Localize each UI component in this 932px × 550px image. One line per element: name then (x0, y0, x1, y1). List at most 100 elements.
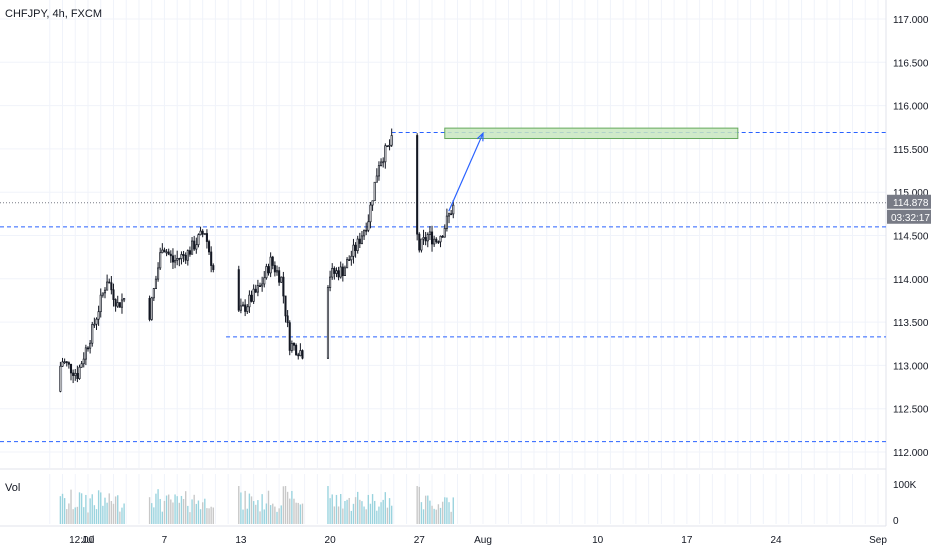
candle-body (116, 302, 119, 307)
volume-bar (386, 507, 389, 524)
volume-bar (289, 498, 291, 524)
volume-bar (272, 503, 274, 524)
candle-body (280, 276, 283, 283)
volume-bar (242, 509, 244, 524)
volume-bar (178, 502, 181, 524)
volume-bar (444, 497, 446, 524)
volume-bar (367, 494, 370, 524)
y-tick-label: 112.500 (893, 405, 929, 416)
candle-body (182, 254, 185, 256)
volume-bar (350, 510, 353, 524)
candle-body (443, 228, 446, 238)
volume-bar (340, 493, 342, 524)
candle-body (278, 270, 281, 283)
volume-bar (278, 508, 280, 524)
candle-body (358, 238, 361, 244)
candle-body (91, 324, 94, 344)
volume-bar (170, 499, 172, 524)
candle-body (193, 240, 196, 250)
volume-bar (163, 500, 166, 524)
candle-body (171, 255, 174, 263)
candle-body (428, 231, 431, 235)
volume-bar (195, 503, 197, 524)
volume-bar (276, 511, 278, 524)
candle-body (416, 135, 419, 235)
candle-body (76, 372, 79, 379)
volume-bar (189, 512, 191, 524)
volume-bar (259, 511, 261, 524)
candle-body (363, 229, 366, 237)
candle-body (78, 366, 81, 379)
volume-bar (100, 492, 102, 524)
volume-bar (123, 503, 125, 524)
volume-label: Vol (5, 482, 21, 494)
candle-body (74, 372, 77, 376)
candle-body (203, 233, 206, 235)
volume-bar (344, 500, 346, 524)
volume-bar (63, 498, 66, 524)
candle-body (61, 361, 64, 367)
volume-bar (197, 500, 200, 524)
candle-body (437, 241, 440, 244)
volume-bar (265, 503, 268, 524)
candle-body (65, 361, 68, 364)
x-tick-label: 7 (162, 535, 168, 546)
volume-bar (204, 498, 206, 524)
candle-body (339, 266, 342, 278)
candle-body (382, 161, 385, 164)
candle-body (191, 240, 194, 255)
volume-bar (117, 495, 119, 524)
volume-axis-label: 0 (893, 516, 899, 527)
volume-bar (418, 486, 420, 524)
volume-bar (180, 495, 183, 524)
candle-body (112, 289, 115, 300)
candle-body (273, 265, 276, 273)
volume-bar (114, 496, 117, 524)
y-tick-label: 116.500 (893, 58, 929, 69)
volume-bar (250, 496, 253, 524)
volume-bar (357, 491, 359, 524)
volume-bar (159, 498, 161, 524)
volume-bar (376, 510, 378, 524)
candle-body (269, 256, 272, 274)
candle-body (154, 278, 157, 289)
volume-bar (151, 503, 153, 524)
candle-body (352, 244, 355, 257)
volume-bar (182, 498, 185, 524)
volume-bar (301, 503, 304, 524)
y-tick-label: 116.000 (893, 102, 929, 113)
candle-body (356, 238, 359, 251)
volume-bar (416, 486, 418, 524)
volume-bar (238, 486, 240, 524)
candle-body (386, 145, 389, 148)
x-tick-label: Jul (82, 535, 95, 546)
candle-body (254, 288, 257, 293)
candle-body (84, 347, 87, 360)
candle-body (188, 250, 191, 255)
candle-body (337, 270, 340, 278)
volume-bar (89, 498, 91, 524)
volume-bar (210, 506, 212, 524)
current-price-label: 114.878 (893, 198, 929, 209)
volume-bar (452, 497, 454, 524)
y-tick-label: 115.000 (893, 188, 929, 199)
candle-body (420, 238, 423, 251)
volume-bar (331, 494, 333, 524)
candle-body (433, 238, 436, 245)
volume-bar (193, 494, 195, 524)
candle-body (445, 215, 448, 229)
candle-body (329, 276, 332, 288)
candle-body (261, 283, 264, 287)
candle-body (148, 298, 151, 320)
candle-body (152, 288, 155, 299)
candle-body (161, 249, 164, 254)
candle-body (377, 165, 380, 177)
volume-bar (199, 509, 202, 524)
projection-arrowhead (476, 131, 484, 142)
volume-bar (433, 508, 435, 524)
candle-body (174, 259, 177, 263)
volume-bar (208, 508, 210, 524)
volume-bar (80, 493, 83, 524)
candle-body (439, 235, 442, 243)
